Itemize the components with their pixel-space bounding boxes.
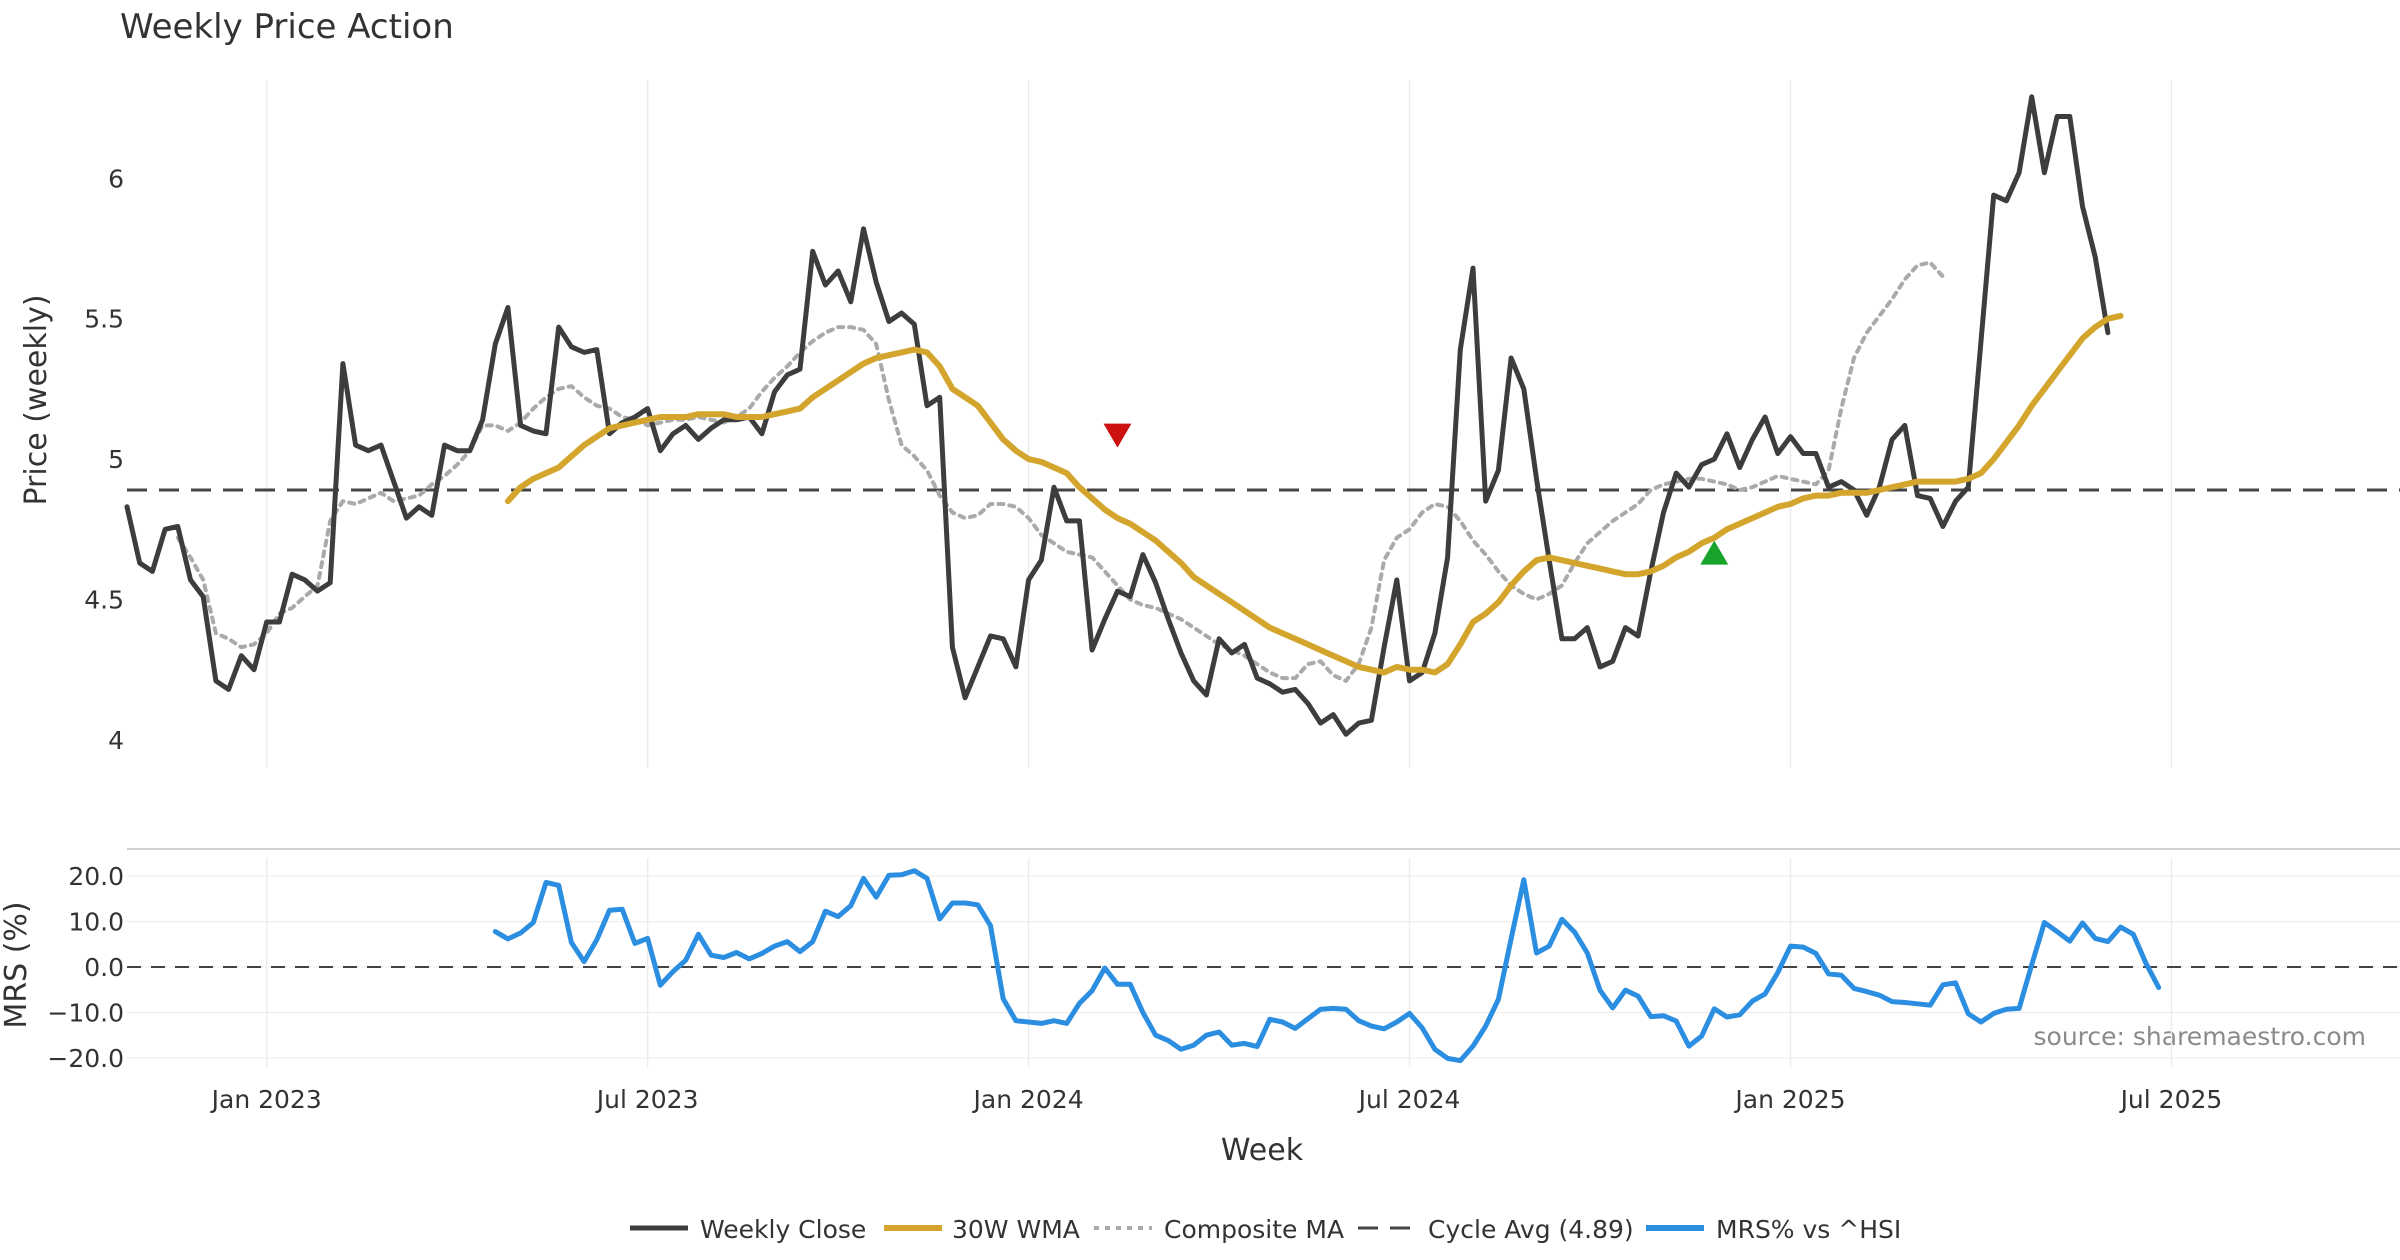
mrs-axis-label: MRS (%) [0, 901, 34, 1028]
x-tick-label: Jul 2025 [2119, 1085, 2223, 1114]
mrs-y-tick-label: −20.0 [47, 1044, 124, 1073]
x-tick-label: Jan 2025 [1733, 1085, 1845, 1114]
legend-label-composite-ma: Composite MA [1164, 1215, 1344, 1244]
price-axis-label: Price (weekly) [19, 294, 54, 505]
x-tick-label: Jul 2024 [1357, 1085, 1461, 1114]
sell-signal-marker [1103, 423, 1132, 448]
signals-layer [1103, 423, 1729, 565]
mrs-y-tick-label: 20.0 [68, 862, 124, 891]
legend-label-weekly-close: Weekly Close [700, 1215, 866, 1244]
mrs-y-tick-label: 10.0 [68, 908, 124, 937]
price-y-ticks: 4 4.5 5 5.5 6 [84, 164, 124, 755]
legend-label-mrs: MRS% vs ^HSI [1716, 1215, 1901, 1244]
chart-title: Weekly Price Action [120, 7, 454, 47]
mrs-y-tick-label: −10.0 [47, 998, 124, 1027]
mrs-y-ticks: 20.0 10.0 0.0 −10.0 −20.0 [47, 862, 124, 1073]
x-tick-label: Jul 2023 [595, 1085, 699, 1114]
price-gridlines [265, 80, 2173, 768]
price-y-tick-label: 5 [108, 445, 124, 474]
reference-lines [127, 488, 2400, 969]
mrs-gridlines [127, 858, 2400, 1067]
price-y-tick-label: 4 [108, 726, 124, 755]
source-caption: source: sharemaestro.com [2034, 1022, 2367, 1051]
buy-signal-marker [1700, 540, 1729, 565]
x-tick-label: Jan 2023 [210, 1085, 322, 1114]
legend-label-cycle-avg: Cycle Avg (4.89) [1428, 1215, 1634, 1244]
mrs-line [492, 868, 2162, 1064]
price-y-tick-label: 6 [108, 164, 124, 193]
weekly-close-line [124, 94, 2111, 737]
wma-30w-line [504, 312, 2124, 676]
price-y-tick-label: 4.5 [84, 586, 124, 615]
legend-label-30w-wma: 30W WMA [952, 1215, 1080, 1244]
series-layer [124, 94, 2162, 1064]
x-axis-label: Week [1221, 1133, 1304, 1168]
legend: Weekly Close 30W WMA Composite MA Cycle … [630, 1215, 1901, 1244]
price-y-tick-label: 5.5 [84, 305, 124, 334]
mrs-y-tick-label: 0.0 [84, 953, 124, 982]
x-ticks: Jan 2023 Jul 2023 Jan 2024 Jul 2024 Jan 2025… [210, 1085, 2223, 1114]
x-tick-label: Jan 2024 [972, 1085, 1084, 1114]
